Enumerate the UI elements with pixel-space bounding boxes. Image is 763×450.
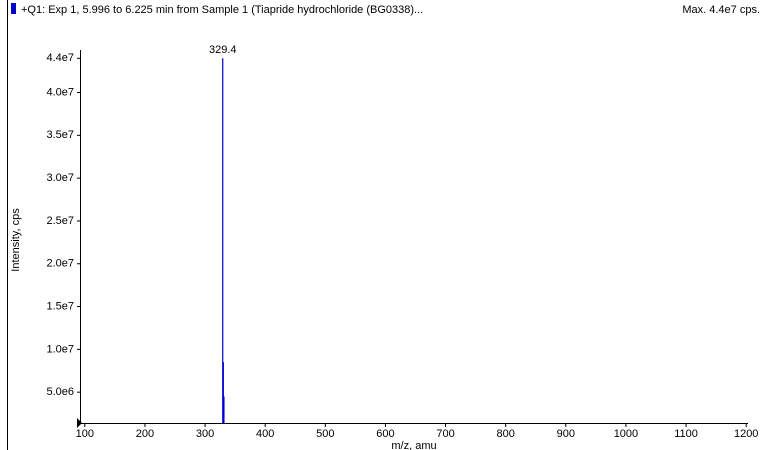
y-tick-label: 2.5e7 (46, 215, 74, 227)
x-tick-label: 1200 (734, 428, 758, 440)
y-tick-label: 1.5e7 (46, 300, 74, 312)
max-label: Max. 4.4e7 cps. (682, 4, 760, 16)
y-tick-label: 1.0e7 (46, 343, 74, 355)
baseline-marker (77, 418, 82, 428)
x-tick-label: 1000 (614, 428, 638, 440)
x-tick-label: 300 (196, 428, 214, 440)
y-tick-label: 3.0e7 (46, 172, 74, 184)
peak-label: 329.4 (209, 44, 237, 56)
pane-icon[interactable] (11, 3, 16, 14)
x-tick-label: 900 (557, 428, 575, 440)
x-tick-label: 700 (436, 428, 454, 440)
y-axis-label: Intensity, cps (10, 208, 22, 272)
x-axis-label: m/z, amu (391, 440, 436, 450)
x-tick-label: 100 (76, 428, 94, 440)
x-tick-label: 600 (376, 428, 394, 440)
y-tick-label: 5.0e6 (46, 386, 74, 398)
y-tick-label: 4.0e7 (46, 86, 74, 98)
x-tick-label: 400 (256, 428, 274, 440)
x-tick-label: 1100 (674, 428, 698, 440)
y-tick-label: 4.4e7 (46, 52, 74, 64)
chart-title: +Q1: Exp 1, 5.996 to 6.225 min from Samp… (21, 4, 423, 16)
y-tick-label: 3.5e7 (46, 129, 74, 141)
x-tick-label: 500 (316, 428, 334, 440)
x-tick-label: 200 (136, 428, 154, 440)
y-tick-label: 2.0e7 (46, 258, 74, 270)
x-tick-label: 800 (497, 428, 515, 440)
